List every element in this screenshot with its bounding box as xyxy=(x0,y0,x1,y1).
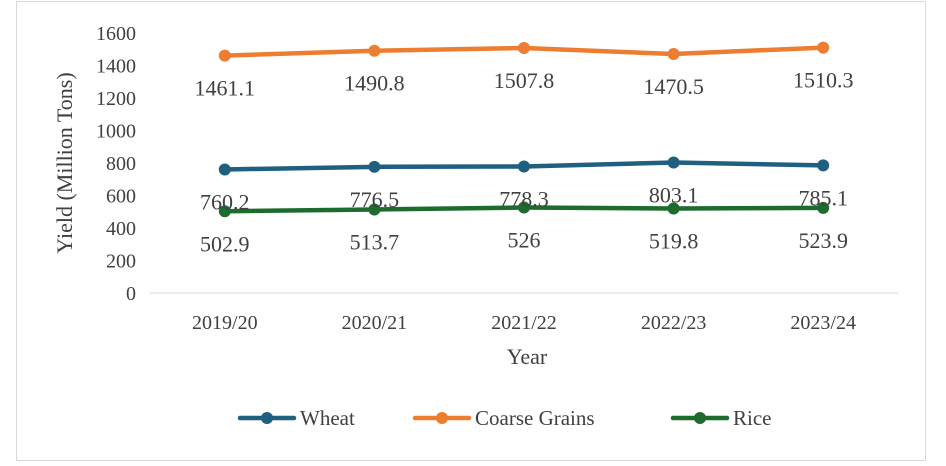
wheat-point xyxy=(817,159,830,172)
wheat-data-label: 778.3 xyxy=(499,187,549,212)
legend-coarse-grains-label: Coarse Grains xyxy=(475,406,595,430)
coarse-grains-point xyxy=(368,44,381,57)
rice-data-label: 502.9 xyxy=(200,231,250,256)
legend-rice-marker xyxy=(694,412,706,424)
legend-rice-label: Rice xyxy=(733,406,771,430)
rice-data-label: 513.7 xyxy=(350,230,400,255)
wheat-point xyxy=(218,163,231,176)
rice-point xyxy=(368,203,381,216)
y-tick-label: 600 xyxy=(106,186,136,208)
wheat-data-label: 760.2 xyxy=(200,189,250,214)
rice-data-label: 519.8 xyxy=(649,229,699,254)
coarse-grains-point xyxy=(218,49,231,62)
chart-frame xyxy=(16,1,926,461)
coarse-grains-data-label: 1510.3 xyxy=(793,68,854,93)
wheat-data-label: 776.5 xyxy=(350,187,400,212)
wheat-data-label: 785.1 xyxy=(798,185,848,210)
coarse-grains-point xyxy=(518,41,530,54)
y-tick-label: 1200 xyxy=(96,88,136,110)
coarse-grains-point xyxy=(667,48,680,61)
rice-data-label: 526 xyxy=(508,228,541,253)
rice-point xyxy=(667,202,680,215)
coarse-grains-data-label: 1507.8 xyxy=(494,68,555,93)
x-tick-label: 2023/24 xyxy=(790,312,856,334)
y-tick-label: 0 xyxy=(126,283,136,305)
x-tick-label: 2021/22 xyxy=(491,312,557,334)
y-tick-label: 800 xyxy=(106,153,136,175)
y-tick-label: 200 xyxy=(106,251,136,273)
rice-point xyxy=(817,201,830,214)
y-axis-title: Yield (Million Tons) xyxy=(52,72,77,253)
x-tick-label: 2022/23 xyxy=(641,312,707,334)
y-tick-label: 400 xyxy=(106,218,136,240)
x-tick-label: 2020/21 xyxy=(342,312,408,334)
y-tick-label: 1600 xyxy=(96,23,136,45)
rice-data-label: 523.9 xyxy=(798,228,848,253)
y-tick-label: 1000 xyxy=(96,121,136,143)
x-axis-title: Year xyxy=(507,344,548,369)
legend-wheat-marker xyxy=(261,412,273,424)
y-tick-label: 1400 xyxy=(96,56,136,78)
y-axis-ticks: 0 200 400 600 800 1000 1200 1400 1600 xyxy=(96,23,136,305)
series-group xyxy=(218,41,830,218)
wheat-point xyxy=(667,156,680,169)
x-tick-label: 2019/20 xyxy=(192,312,258,334)
wheat-point xyxy=(518,160,530,173)
data-labels: 760.2 776.5 778.3 803.1 785.1 1461.1 1490.8 150… xyxy=(195,68,854,257)
coarse-grains-data-label: 1470.5 xyxy=(643,74,704,99)
coarse-grains-point xyxy=(817,41,830,54)
wheat-point xyxy=(368,160,381,173)
coarse-grains-data-label: 1490.8 xyxy=(344,71,405,96)
x-axis-ticks: 2019/20 2020/21 2021/22 2022/23 2023/24 xyxy=(192,312,856,334)
wheat-data-label: 803.1 xyxy=(649,182,699,207)
rice-point xyxy=(218,205,231,218)
legend-coarse-grains-marker xyxy=(436,412,448,424)
rice-point xyxy=(518,201,530,214)
legend: Wheat Coarse Grains Rice xyxy=(237,406,771,430)
coarse-grains-data-label: 1461.1 xyxy=(195,76,256,101)
legend-wheat-label: Wheat xyxy=(300,406,355,430)
